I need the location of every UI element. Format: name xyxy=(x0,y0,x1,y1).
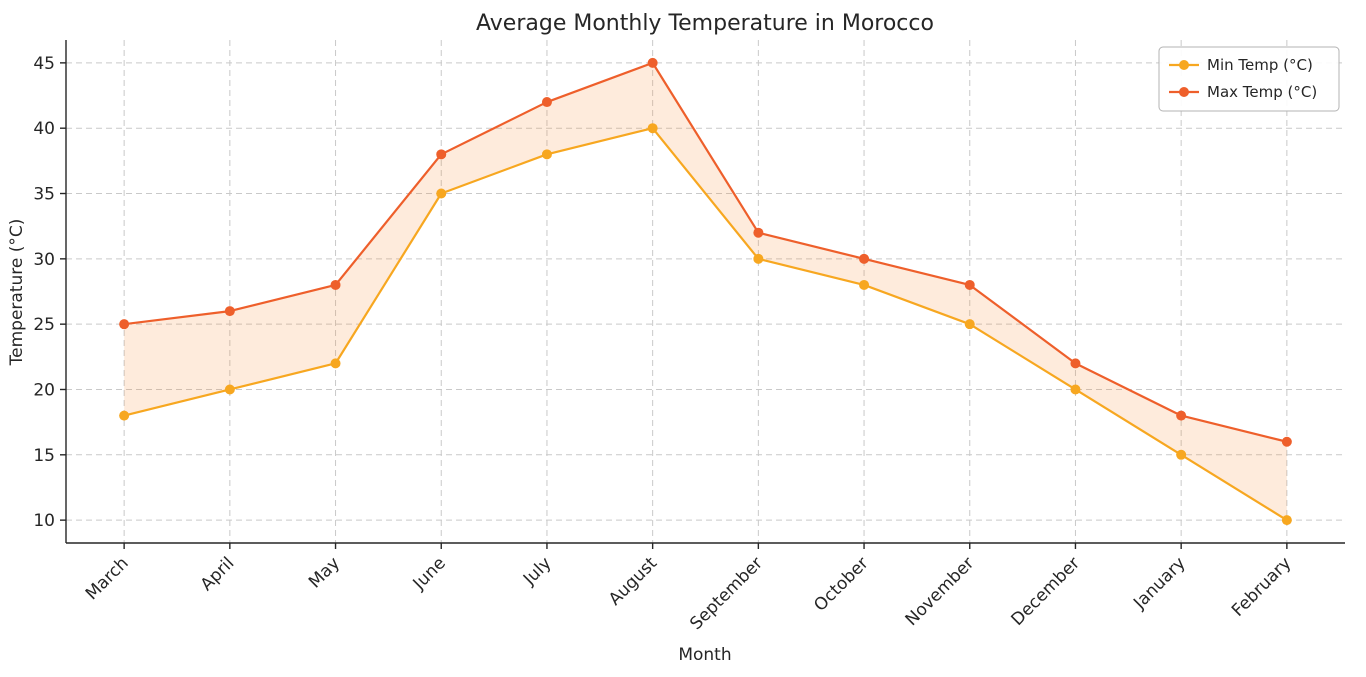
x-tick-label: February xyxy=(1228,553,1295,620)
x-tick-label: January xyxy=(1129,553,1189,613)
data-point-marker xyxy=(964,319,975,330)
legend-marker-dot xyxy=(1179,60,1189,70)
data-point-marker xyxy=(541,149,552,160)
y-tick-label: 40 xyxy=(33,119,55,139)
series-line-1 xyxy=(124,61,1288,443)
y-tick-label: 20 xyxy=(33,380,55,400)
y-tick-label: 25 xyxy=(33,315,55,335)
legend-marker-dot xyxy=(1179,87,1189,97)
legend-box xyxy=(1158,46,1340,112)
gridlines xyxy=(66,40,1345,543)
x-tick-label: May xyxy=(305,553,344,592)
data-point-marker xyxy=(1281,436,1292,447)
data-point-marker xyxy=(1070,358,1081,369)
fill-between-region xyxy=(124,62,1287,521)
x-tick-label: November xyxy=(902,553,979,630)
y-axis-label: Temperature (°C) xyxy=(7,219,27,367)
data-point-marker xyxy=(859,279,870,290)
data-point-marker xyxy=(753,227,764,238)
data-point-marker xyxy=(753,253,764,264)
x-tick-label: October xyxy=(810,553,872,615)
data-point-marker xyxy=(541,97,552,108)
y-tick-label: 45 xyxy=(33,54,55,74)
x-tick-label: August xyxy=(605,553,661,609)
axes-spines xyxy=(65,40,1345,544)
data-point-marker xyxy=(1070,384,1081,395)
y-tick-label: 10 xyxy=(33,511,55,531)
fill-between-polygon xyxy=(124,62,1287,521)
x-tick-label: December xyxy=(1008,553,1084,629)
data-point-marker xyxy=(436,188,447,199)
y-tick-label: 35 xyxy=(33,185,55,205)
y-tick-label: 30 xyxy=(33,250,55,270)
data-point-marker xyxy=(1176,410,1187,421)
legend-label: Min Temp (°C) xyxy=(1207,56,1313,74)
chart-title: Average Monthly Temperature in Morocco xyxy=(476,11,934,36)
legend: Min Temp (°C) Max Temp (°C) xyxy=(1158,46,1340,112)
data-point-marker xyxy=(436,149,447,160)
data-point-marker xyxy=(224,306,235,317)
x-tick-label: July xyxy=(519,553,555,589)
data-point-marker xyxy=(330,279,341,290)
x-axis-label: Month xyxy=(678,645,731,665)
y-tick-label: 15 xyxy=(33,446,55,466)
data-point-marker xyxy=(330,358,341,369)
series-line-0 xyxy=(123,127,1288,522)
x-tick-label: March xyxy=(82,553,133,604)
legend-label: Max Temp (°C) xyxy=(1207,83,1317,101)
data-point-marker xyxy=(647,123,658,134)
data-point-marker xyxy=(1281,515,1292,526)
x-tick-label: September xyxy=(686,553,767,634)
data-point-marker xyxy=(119,319,130,330)
data-point-marker xyxy=(119,410,130,421)
x-tick-label: June xyxy=(409,553,450,594)
data-point-marker xyxy=(1176,449,1187,460)
data-point-marker xyxy=(859,253,870,264)
data-point-marker xyxy=(224,384,235,395)
data-series xyxy=(119,57,1292,526)
data-point-marker xyxy=(647,57,658,68)
x-tick-label: April xyxy=(197,553,239,595)
data-point-marker xyxy=(964,279,975,290)
